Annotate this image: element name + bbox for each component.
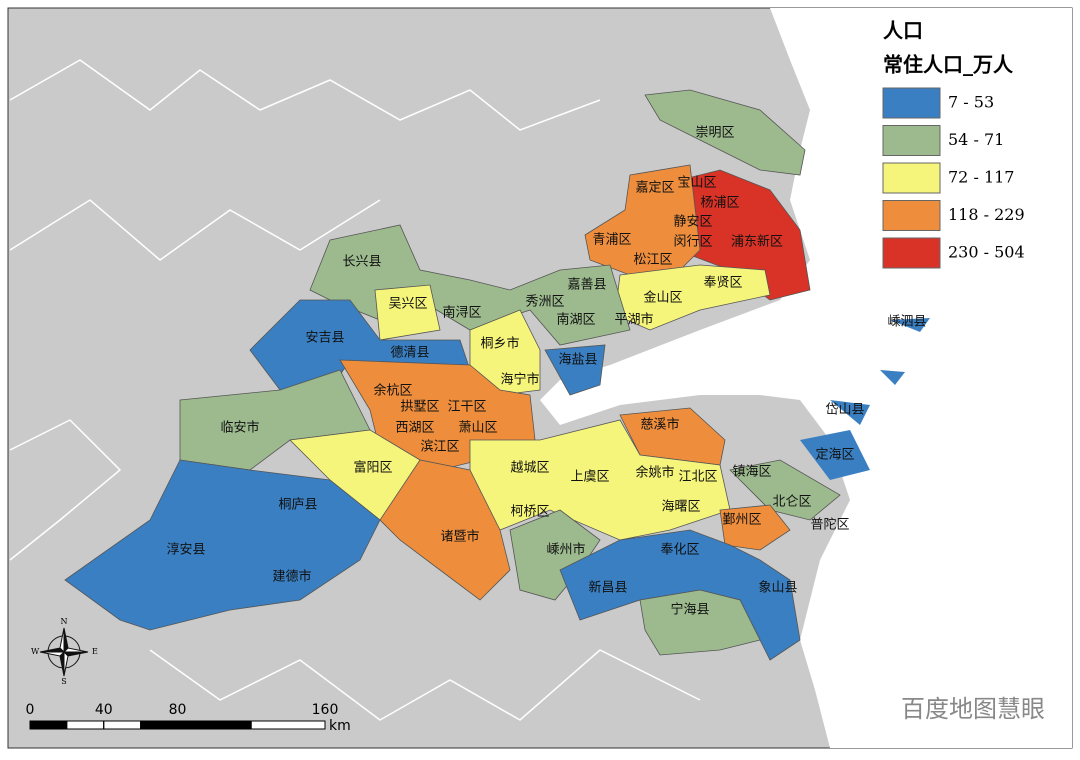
compass-e: E [92,647,98,656]
district-label: 临安市 [220,420,259,436]
district-label: 崇明区 [695,126,734,141]
zone-orange [719,504,791,551]
district-label: 滨江区 [420,439,459,455]
district-label: 南浔区 [442,305,481,321]
district-label: 新昌县 [588,580,627,596]
district-label: 萧山区 [458,421,497,436]
district-label: 岱山县 [825,403,864,418]
scale-segment [177,720,252,730]
scale-label: 0 [26,702,35,718]
legend-label: 118 - 229 [948,205,1025,224]
district-label: 慈溪市 [640,417,679,433]
zone-red [679,169,811,301]
scale-label: 80 [169,702,187,718]
district-label: 定海区 [815,448,854,463]
district-label: 象山县 [758,581,797,596]
district-label: 宁海县 [670,602,709,618]
compass-n: N [61,617,68,626]
district-label: 建德市 [272,569,311,585]
district-label: 杨浦区 [700,196,739,211]
zone-green [644,89,806,176]
zone-blue [544,344,606,396]
district-label: 嵊州市 [546,542,585,558]
district-label: 嘉定区 [635,181,674,196]
district-label: 安吉县 [305,331,344,346]
zone-orange [379,459,511,601]
district-label: 上虞区 [570,470,609,485]
scale-segment [250,720,326,730]
zone-green [729,459,841,521]
legend-title: 人口 [883,19,923,43]
scale-unit: km [329,718,351,734]
scale-segment [66,720,105,730]
watermark: 百度地图慧眼 [901,695,1045,723]
district-label: 富阳区 [353,460,392,476]
zone-orange [619,407,726,466]
province-borders [9,59,701,721]
scale-segment [29,720,68,730]
scale-label: 40 [95,702,113,718]
district-label: 桐庐县 [278,498,317,513]
district-label: 普陀区 [810,517,849,533]
legend-subtitle: 常住人口_万人 [883,53,1014,77]
district-label: 江干区 [447,400,486,415]
district-label: 拱墅区 [400,400,439,415]
district-label: 秀洲区 [525,295,564,310]
district-label: 松江区 [633,253,672,268]
district-label: 镇海区 [732,465,771,480]
district-label: 余杭区 [373,383,412,399]
district-label: 奉贤区 [703,276,742,291]
district-label: 越城区 [510,461,549,476]
district-label: 德清县 [390,346,429,361]
district-label: 静安区 [673,215,712,230]
district-label: 宝山区 [677,176,716,191]
compass [39,627,89,677]
district-label: 海曙区 [661,500,700,515]
district-label: 平湖市 [614,312,653,328]
district-label: 江北区 [678,470,717,485]
islands [800,318,930,480]
district-label: 南湖区 [556,312,595,328]
zone-yellow [374,284,441,341]
district-label: 青浦区 [592,233,631,248]
district-label: 诸暨市 [440,529,479,545]
district-label: 北仑区 [772,495,811,510]
scale-segment [140,720,178,730]
district-label: 长兴县 [342,255,381,270]
zone-green [639,589,761,656]
legend-swatch [882,125,941,156]
zone-blue [64,459,381,631]
district-label: 嵊泗县 [887,315,926,330]
district-label: 西湖区 [395,421,434,436]
district-label: 海宁市 [500,372,539,388]
legend: 7 - 53 54 - 71 72 - 117 118 - 229 230 - 504 [882,87,1025,269]
legend-swatch [882,87,941,119]
district-label: 海盐县 [558,353,597,368]
district-label: 闵行区 [673,235,712,250]
compass-w: W [31,647,40,656]
district-label: 淳安县 [166,542,205,558]
legend-swatch [882,200,941,231]
scale-label: 160 [312,702,339,718]
district-label: 嘉善县 [567,277,606,293]
legend-swatch [882,237,941,269]
legend-swatch [882,162,941,194]
district-label: 余姚市 [635,465,674,481]
district-label: 柯桥区 [510,505,549,520]
scale-segment [103,720,142,730]
legend-label: 54 - 71 [948,130,1004,149]
legend-label: 72 - 117 [948,168,1014,187]
district-label: 桐乡市 [480,336,519,352]
district-label: 吴兴区 [388,297,427,312]
legend-label: 7 - 53 [948,93,994,112]
district-label: 金山区 [643,290,682,306]
district-label: 奉化区 [660,543,699,558]
district-label: 浦东新区 [731,234,783,250]
compass-s: S [61,677,66,686]
district-label: 鄞州区 [722,513,761,528]
legend-label: 230 - 504 [948,243,1025,262]
